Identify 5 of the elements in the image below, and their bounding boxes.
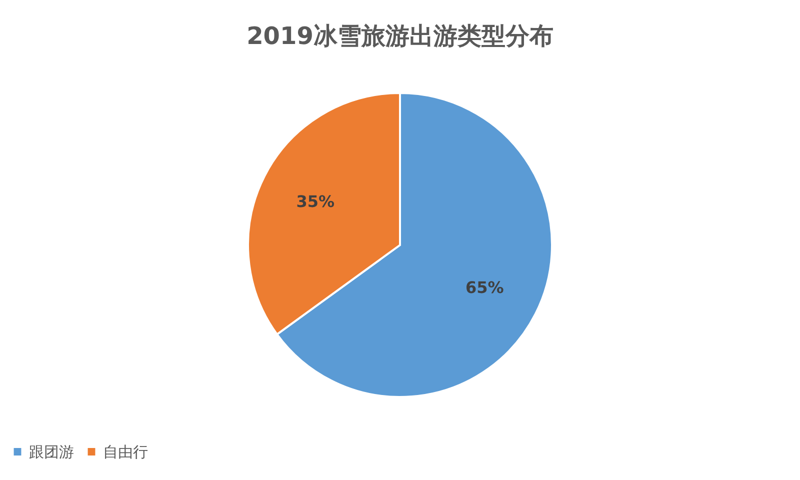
data-label: 35% [296, 192, 335, 211]
data-label: 65% [465, 278, 504, 298]
legend-label: 跟团游 [29, 442, 74, 461]
chart-title: 2019冰雪旅游出游类型分布 [246, 22, 554, 50]
legend-label: 自由行 [103, 442, 148, 461]
